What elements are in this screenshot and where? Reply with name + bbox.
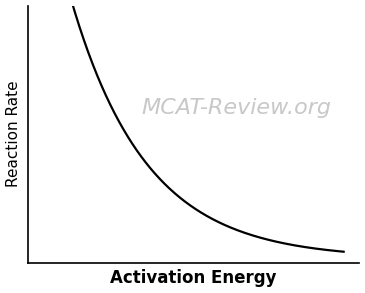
Text: MCAT-Review.org: MCAT-Review.org bbox=[142, 98, 332, 118]
X-axis label: Activation Energy: Activation Energy bbox=[110, 270, 277, 287]
Y-axis label: Reaction Rate: Reaction Rate bbox=[5, 81, 20, 187]
